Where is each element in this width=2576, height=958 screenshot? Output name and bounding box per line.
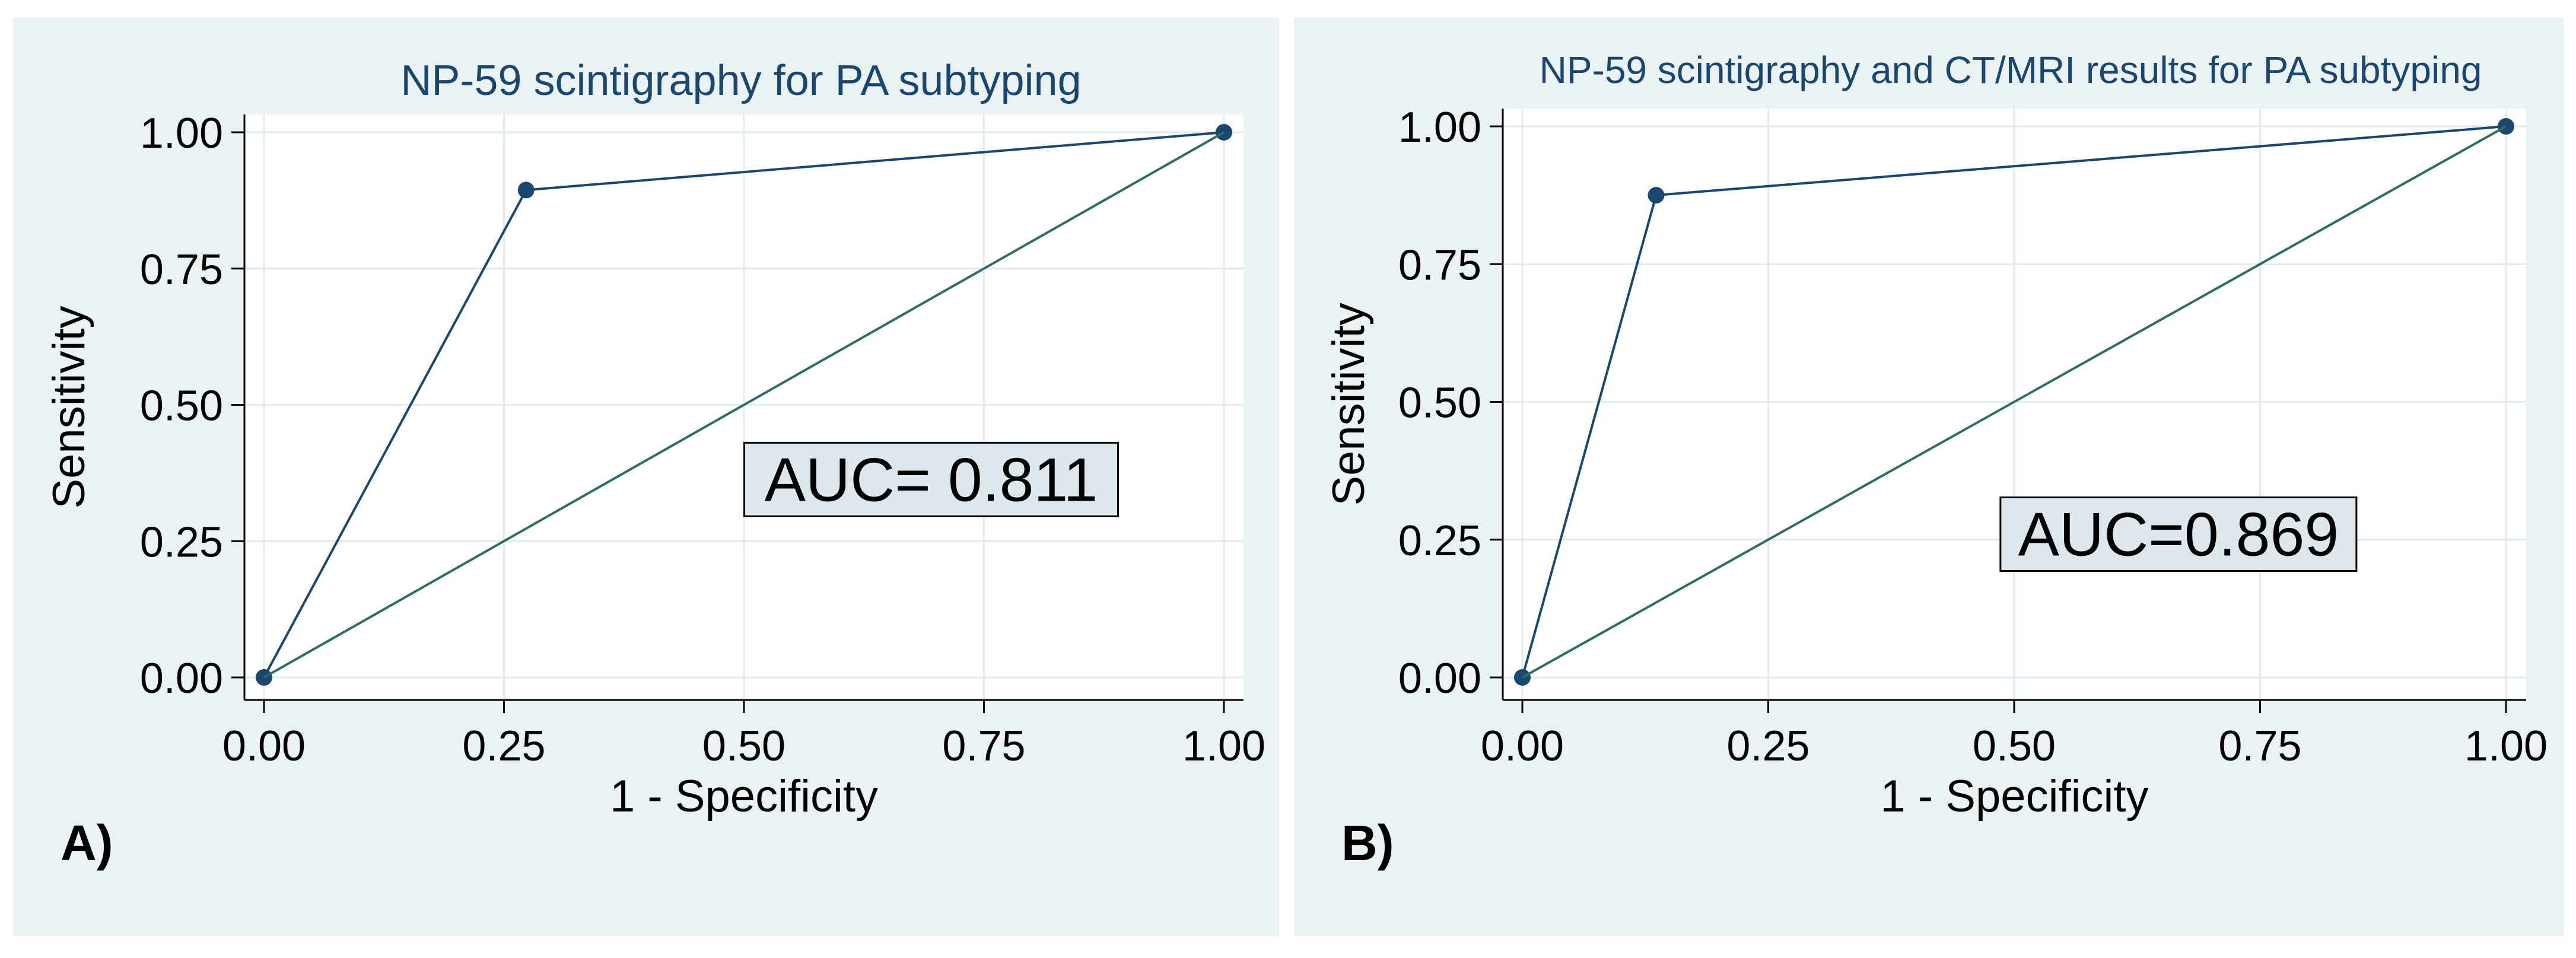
chart-title: NP-59 scintigraphy and CT/MRI results fo… [1540, 49, 2482, 91]
panel-label: A) [61, 815, 113, 871]
y-tick-label: 0.00 [1398, 655, 1481, 702]
x-tick-label: 0.50 [702, 723, 785, 770]
y-tick-label: 0.50 [140, 383, 223, 430]
x-tick-label: 0.00 [1481, 723, 1564, 770]
y-tick-label: 0.25 [1398, 517, 1481, 565]
y-tick-label: 0.50 [1398, 380, 1481, 427]
x-tick-label: 0.50 [1973, 723, 2056, 770]
y-tick-label: 0.75 [1398, 241, 1481, 289]
y-axis-label: Sensitivity [44, 305, 94, 508]
auc-annotation-box [1999, 496, 2358, 572]
x-tick-label: 0.00 [222, 723, 306, 770]
auc-annotation-text: AUC=0.869 [2018, 500, 2339, 569]
x-tick-label: 0.75 [942, 723, 1025, 770]
roc-chart-a: 0.00 0.25 0.50 0.75 1.00 0.00 0.25 0.50 0.75 1.00… [44, 57, 1265, 871]
roc-chart-b: 0.00 0.25 0.50 0.75 1.00 0.00 0.25 0.50 0.75 1.00… [1324, 49, 2548, 871]
y-axis-label: Sensitivity [1324, 303, 1374, 505]
roc-data-point [1648, 187, 1665, 204]
y-tick-label: 1.00 [140, 110, 223, 157]
x-axis-label: 1 - Specificity [1881, 771, 2149, 822]
reference-diagonal-line [263, 131, 1225, 679]
y-tick-label: 1.00 [1398, 104, 1481, 151]
x-tick-label: 0.75 [2218, 723, 2301, 770]
y-tick-label: 0.75 [140, 246, 223, 294]
auc-annotation-text: AUC= 0.811 [765, 445, 1098, 514]
y-tick-label: 0.00 [140, 655, 223, 702]
x-tick-label: 0.25 [1726, 723, 1809, 770]
x-tick-label: 1.00 [2464, 723, 2548, 770]
chart-panel-a: 0.00 0.25 0.50 0.75 1.00 0.00 0.25 0.50 0.75 1.00… [13, 18, 1279, 936]
x-axis-label: 1 - Specificity [610, 771, 878, 822]
reference-diagonal-line [1522, 125, 2507, 679]
auc-annotation-box [743, 441, 1120, 517]
panel-label: B) [1341, 815, 1394, 871]
y-tick-label: 0.25 [140, 518, 223, 566]
chart-panel-b: 0.00 0.25 0.50 0.75 1.00 0.00 0.25 0.50 0.75 1.00… [1294, 18, 2564, 936]
roc-data-point [517, 182, 535, 199]
chart-title: NP-59 scintigraphy for PA subtyping [400, 57, 1081, 104]
x-tick-label: 1.00 [1182, 723, 1265, 770]
x-tick-label: 0.25 [462, 723, 545, 770]
